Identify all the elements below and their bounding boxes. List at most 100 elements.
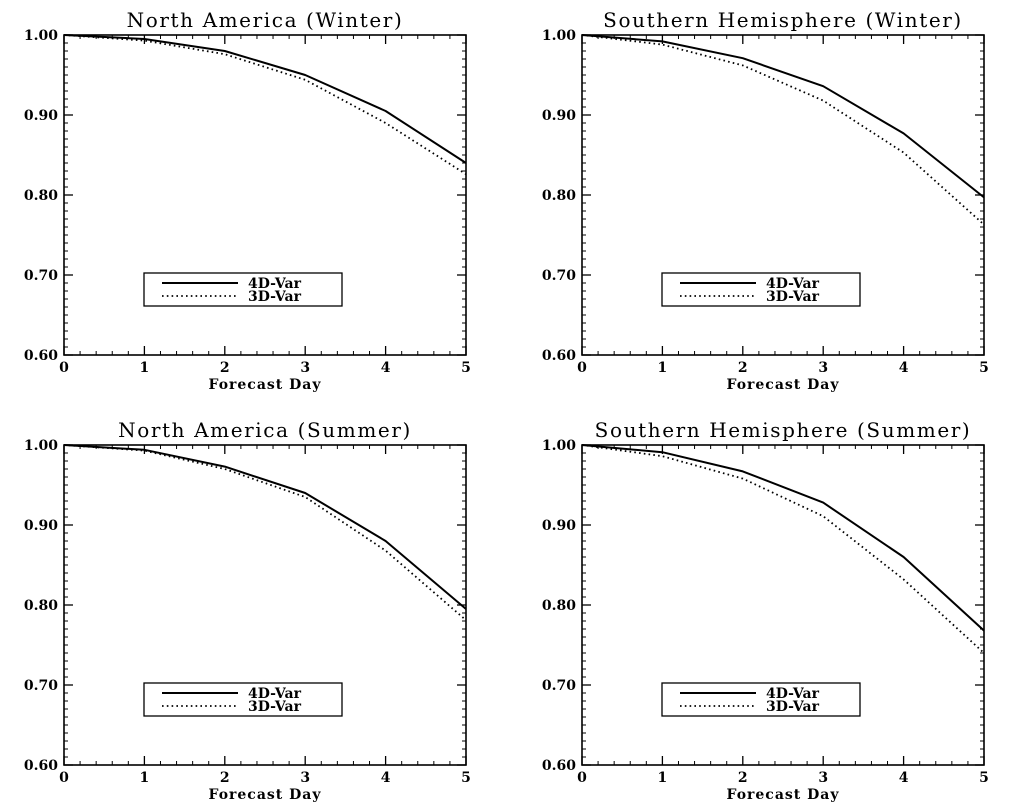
x-tick-label: 3: [818, 360, 828, 376]
plot-frame: [63, 444, 467, 766]
plot-frame: [581, 444, 985, 766]
y-tick-label: 0.80: [24, 598, 58, 614]
legend-label: 3D-Var: [766, 289, 820, 305]
y-tick-label: 0.70: [24, 678, 58, 694]
series-layer: [63, 34, 467, 175]
x-tick-label: 1: [140, 360, 150, 376]
legend-box: [143, 272, 343, 307]
x-tick-labels: 0 1 2 3 4 5: [59, 360, 471, 376]
legend-label: 3D-Var: [248, 699, 302, 715]
legend-box: [661, 682, 861, 717]
plot-frame: [63, 34, 467, 356]
x-tick-label: 4: [381, 770, 391, 786]
3d-var-line: [581, 444, 985, 654]
3d-var-line: [63, 34, 467, 175]
x-tick-label: 2: [738, 770, 748, 786]
axis-ticks: [581, 34, 985, 356]
x-tick-label: 0: [577, 770, 587, 786]
legend-label: 4D-Var: [766, 686, 820, 702]
x-axis-label: Forecast Day: [209, 787, 322, 803]
x-axis-label: Forecast Day: [727, 787, 840, 803]
x-tick-label: 5: [979, 360, 989, 376]
axis-ticks: [63, 444, 467, 766]
x-tick-label: 0: [59, 770, 69, 786]
x-tick-label: 1: [658, 360, 668, 376]
y-tick-label: 1.00: [24, 28, 58, 44]
y-tick-label: 0.60: [24, 348, 58, 364]
legend-label: 4D-Var: [766, 276, 820, 292]
x-tick-labels: 0 1 2 3 4 5: [59, 770, 471, 786]
axis-ticks: [63, 34, 467, 356]
panel-north-america-winter: North America (Winter) 0.60 0.70 0.80 0.90 1…: [24, 8, 471, 393]
y-tick-label: 0.90: [542, 108, 576, 124]
legend-box: [661, 272, 861, 307]
y-tick-label: 1.00: [24, 438, 58, 454]
y-tick-label: 1.00: [542, 28, 576, 44]
x-axis-label: Forecast Day: [209, 377, 322, 393]
legend-label: 3D-Var: [766, 699, 820, 715]
panel-southern-hemisphere-winter: Southern Hemisphere (Winter) 0.60 0.70 0.8…: [542, 8, 989, 393]
chart-title: North America (Winter): [127, 8, 404, 32]
y-tick-label: 0.70: [542, 268, 576, 284]
y-tick-label: 0.90: [24, 518, 58, 534]
y-tick-label: 0.80: [542, 188, 576, 204]
4d-var-line: [63, 34, 467, 164]
x-tick-label: 4: [899, 770, 909, 786]
x-tick-label: 2: [738, 360, 748, 376]
x-tick-label: 0: [59, 360, 69, 376]
chart-title: Southern Hemisphere (Summer): [595, 418, 972, 442]
legend-label: 4D-Var: [248, 276, 302, 292]
axis-ticks: [581, 444, 985, 766]
chart-title: Southern Hemisphere (Winter): [603, 8, 963, 32]
legend-label: 3D-Var: [248, 289, 302, 305]
y-tick-label: 0.70: [24, 268, 58, 284]
series-layer: [63, 444, 467, 621]
series-layer: [581, 444, 985, 654]
legend-box: [143, 682, 343, 717]
x-tick-label: 1: [658, 770, 668, 786]
x-axis-label: Forecast Day: [727, 377, 840, 393]
y-tick-labels: 0.60 0.70 0.80 0.90 1.00: [24, 438, 58, 774]
y-tick-label: 0.80: [542, 598, 576, 614]
x-tick-labels: 0 1 2 3 4 5: [577, 770, 989, 786]
3d-var-line: [581, 34, 985, 226]
series-layer: [581, 34, 985, 226]
x-tick-label: 5: [461, 770, 471, 786]
4d-var-line: [581, 34, 985, 199]
x-tick-label: 3: [818, 770, 828, 786]
chart-title: North America (Summer): [118, 418, 412, 442]
y-tick-label: 0.70: [542, 678, 576, 694]
x-tick-label: 2: [220, 360, 230, 376]
legend-label: 4D-Var: [248, 686, 302, 702]
panel-north-america-summer: North America (Summer) 0.60 0.70 0.80 0.90 1…: [24, 418, 471, 803]
y-tick-label: 0.90: [542, 518, 576, 534]
y-tick-label: 0.60: [542, 758, 576, 774]
x-tick-labels: 0 1 2 3 4 5: [577, 360, 989, 376]
y-tick-label: 1.00: [542, 438, 576, 454]
y-tick-label: 0.60: [542, 348, 576, 364]
y-tick-labels: 0.60 0.70 0.80 0.90 1.00: [542, 438, 576, 774]
3d-var-line: [63, 444, 467, 621]
y-tick-label: 0.90: [24, 108, 58, 124]
x-tick-label: 2: [220, 770, 230, 786]
x-tick-label: 3: [300, 360, 310, 376]
x-tick-label: 5: [461, 360, 471, 376]
x-tick-label: 4: [381, 360, 391, 376]
y-tick-label: 0.60: [24, 758, 58, 774]
y-tick-labels: 0.60 0.70 0.80 0.90 1.00: [542, 28, 576, 364]
x-tick-label: 1: [140, 770, 150, 786]
x-tick-label: 5: [979, 770, 989, 786]
4d-var-line: [581, 444, 985, 632]
x-tick-label: 4: [899, 360, 909, 376]
y-tick-label: 0.80: [24, 188, 58, 204]
4d-var-line: [63, 444, 467, 610]
x-tick-label: 0: [577, 360, 587, 376]
y-tick-labels: 0.60 0.70 0.80 0.90 1.00: [24, 28, 58, 364]
x-tick-label: 3: [300, 770, 310, 786]
panel-southern-hemisphere-summer: Southern Hemisphere (Summer) 0.60 0.70 0.8…: [542, 418, 989, 803]
